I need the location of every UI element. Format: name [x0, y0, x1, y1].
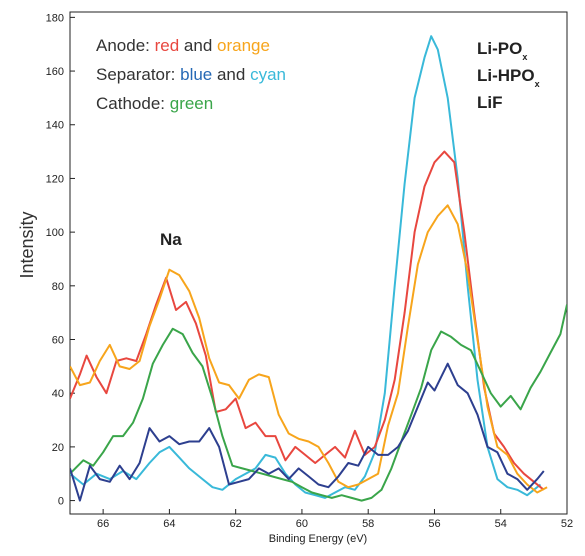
legend-color-word: blue: [180, 65, 212, 84]
y-tick-label: 120: [46, 173, 64, 185]
y-tick-label: 40: [52, 388, 64, 400]
x-tick-label: 64: [163, 518, 175, 530]
legend-color-word: cyan: [250, 65, 286, 84]
x-axis-title: Binding Energy (eV): [269, 533, 367, 545]
x-tick-label: 56: [428, 518, 440, 530]
series-line-3: [70, 204, 548, 494]
legend-color-word: red: [155, 36, 180, 55]
y-tick-label: 80: [52, 281, 64, 293]
legend-entry: Cathode: green: [96, 94, 213, 113]
series-line-1: [70, 35, 542, 499]
y-tick-label: 100: [46, 227, 64, 239]
na-annotation: Na: [160, 230, 182, 249]
legend-color-word: green: [170, 94, 213, 113]
legend-color-word: orange: [217, 36, 270, 55]
y-tick-label: 60: [52, 335, 64, 347]
legend-entry: Anode: red and orange: [96, 36, 270, 55]
series-line-5: [70, 362, 545, 502]
y-tick-label: 20: [52, 442, 64, 454]
compound-label: LiF: [477, 93, 503, 112]
legend-entry: Separator: blue and cyan: [96, 65, 286, 84]
x-tick-label: 58: [362, 518, 374, 530]
legend-color-word: and: [212, 65, 250, 84]
ticks-layer: 0 20 40 60 80 100 120 140 160 180 66 64 62 60 58 56 54 52: [46, 12, 573, 530]
x-tick-label: 66: [97, 518, 109, 530]
compound-label: Li-HPOx: [477, 66, 540, 89]
series-layer: [70, 35, 567, 502]
y-tick-label: 160: [46, 66, 64, 78]
y-tick-label: 0: [58, 496, 64, 508]
x-tick-label: 62: [230, 518, 242, 530]
right-annotations: Li-POx Li-HPOx LiF: [477, 39, 540, 112]
legend-color-word: and: [179, 36, 217, 55]
x-tick-label: 60: [296, 518, 308, 530]
y-axis-title: Intensity: [17, 211, 37, 278]
x-tick-label: 54: [495, 518, 507, 530]
legend-prefix: Separator:: [96, 65, 180, 84]
legend-prefix: Cathode:: [96, 94, 170, 113]
plot-area: [69, 11, 568, 515]
legend: Anode: red and orange Separator: blue and…: [96, 36, 286, 113]
legend-prefix: Anode:: [96, 36, 155, 55]
series-line-4: [70, 304, 567, 502]
y-tick-label: 180: [46, 12, 64, 24]
compound-label: Li-POx: [477, 39, 527, 62]
y-tick-label: 140: [46, 120, 64, 132]
x-tick-label: 52: [561, 518, 573, 530]
